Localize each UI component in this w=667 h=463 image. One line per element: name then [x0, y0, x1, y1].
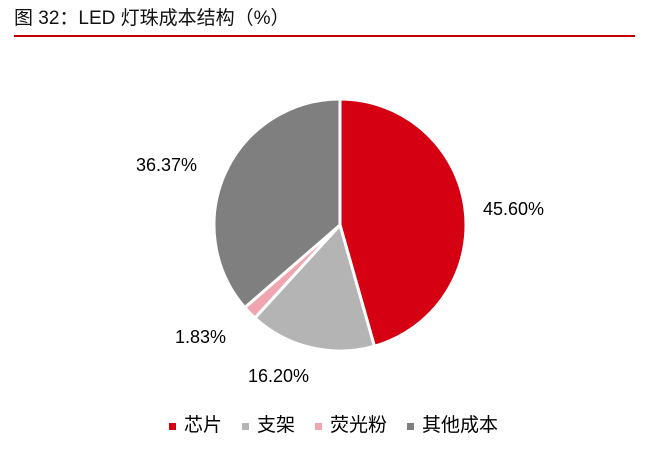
title-underline	[14, 35, 635, 37]
pie-slice-bracket	[253, 223, 376, 353]
slice-label-bracket: 16.20%	[248, 366, 310, 386]
legend-item-other: 其他成本	[407, 414, 498, 438]
chart-legend: 芯片 支架 荧光粉 其他成本	[0, 414, 667, 438]
legend-label-other: 其他成本	[422, 415, 499, 436]
legend-label-phosphor: 荧光粉	[330, 415, 388, 436]
slice-label-phosphor: 1.83%	[175, 327, 227, 347]
legend-swatch-other	[407, 422, 415, 430]
legend-label-chip: 芯片	[183, 415, 222, 436]
chart-title: 图 32：LED 灯珠成本结构（%）	[14, 8, 290, 29]
legend-swatch-chip	[168, 422, 176, 430]
pie-slice-other	[212, 97, 342, 310]
pie-slice-chip	[338, 97, 468, 348]
legend-item-chip: 芯片	[168, 414, 222, 438]
legend-swatch-bracket	[241, 422, 249, 430]
slice-label-chip: 45.60%	[483, 199, 545, 219]
legend-item-bracket: 支架	[241, 414, 295, 438]
legend-swatch-phosphor	[315, 422, 322, 430]
slice-label-other: 36.37%	[136, 155, 198, 175]
legend-label-bracket: 支架	[256, 415, 295, 436]
legend-item-phosphor: 荧光粉	[315, 414, 387, 438]
